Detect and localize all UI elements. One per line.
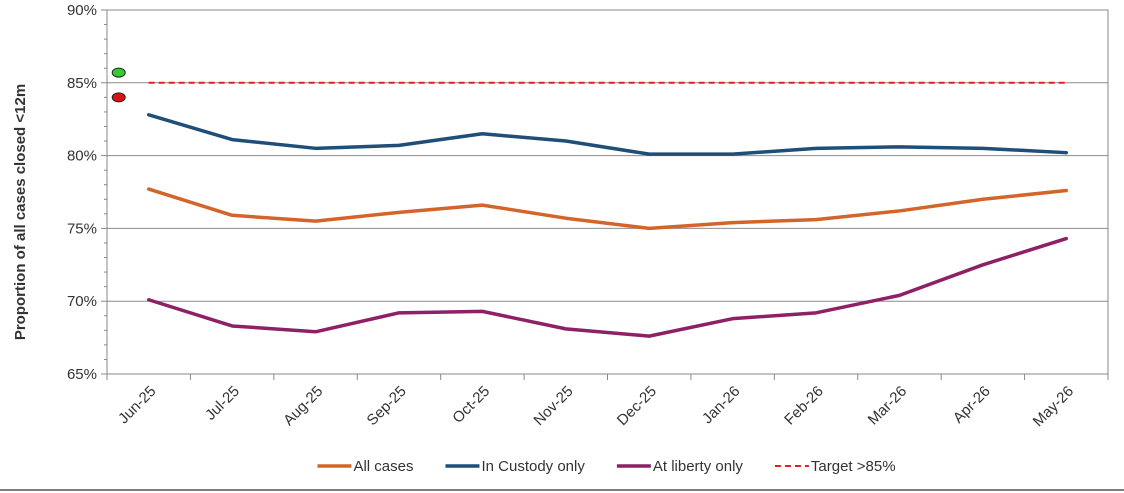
legend-label: In Custody only (481, 458, 585, 475)
series-lines (146, 81, 1069, 338)
x-tick-label: Feb-26 (781, 383, 827, 429)
x-tick-label: Dec-25 (614, 383, 660, 429)
axes (101, 9, 1109, 380)
x-tick-label: Mar-26 (865, 383, 911, 429)
x-tick-label: May-26 (1030, 383, 1077, 430)
y-tick-label: 80% (67, 148, 97, 165)
status-markers (111, 67, 126, 103)
x-tick-label: Jun-25 (115, 383, 159, 427)
y-tick-label: 70% (67, 293, 97, 310)
x-tick-labels: Jun-25 Jul-25 Aug-25 Sep-25 Oct-25 Nov-25 Dec-… (115, 383, 1077, 430)
above-target-marker (111, 67, 126, 78)
y-tick-labels: 65% 70% 75% 80% 85% 90% (67, 2, 97, 383)
legend-label: Target >85% (811, 458, 896, 475)
x-tick-label: Apr-26 (950, 383, 994, 427)
y-tick-label: 90% (67, 2, 97, 19)
series-line-at-liberty-only (146, 236, 1069, 338)
below-target-marker (111, 92, 126, 103)
plot-frame (106, 9, 1109, 375)
gridlines (107, 9, 1108, 375)
x-tick-label: Aug-25 (280, 383, 326, 429)
x-tick-label: Jul-25 (202, 383, 243, 424)
x-tick-label: Jan-26 (699, 383, 743, 427)
series-line-in-custody-only (146, 113, 1069, 156)
y-tick-label: 85% (67, 75, 97, 92)
series-line-all-cases (146, 187, 1069, 231)
legend: All cases In Custody only At liberty only T… (317, 458, 896, 475)
x-tick-label: Sep-25 (364, 383, 410, 429)
x-tick-label: Nov-25 (530, 383, 576, 429)
y-axis-label: Proportion of all cases closed <12m (12, 84, 29, 340)
legend-label: At liberty only (653, 458, 744, 475)
x-tick-label: Oct-25 (449, 383, 493, 427)
legend-label: All cases (353, 458, 413, 475)
y-tick-label: 65% (67, 366, 97, 383)
y-tick-label: 75% (67, 220, 97, 237)
